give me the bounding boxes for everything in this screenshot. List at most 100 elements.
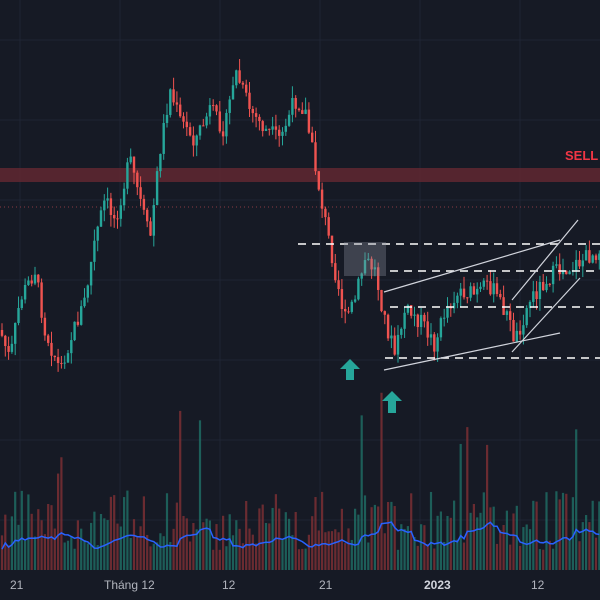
candle-body (291, 98, 294, 115)
candle-body (419, 314, 423, 328)
volume-bar (357, 514, 360, 570)
volume-bar (202, 522, 205, 570)
candle-body (452, 302, 456, 309)
candle-body (575, 259, 578, 271)
volume-bar (86, 543, 89, 570)
volume-bar (548, 540, 551, 570)
candle-body (251, 108, 254, 114)
volume-bar (113, 495, 116, 570)
volume-bar (495, 543, 499, 570)
chart-grid (0, 0, 600, 570)
volume-bar (83, 540, 86, 570)
volume-bar (565, 493, 568, 570)
volume-bar (66, 540, 70, 570)
volume-bar (370, 507, 373, 570)
volume-bar (476, 517, 479, 570)
candle-body (380, 289, 383, 312)
candle-body (47, 335, 50, 343)
buy-arrow-1[interactable] (340, 359, 360, 380)
volume-bar (456, 539, 459, 570)
volume-bar (453, 500, 456, 570)
candle-body (528, 301, 532, 309)
candle-body (119, 205, 122, 219)
candle-body (202, 125, 205, 127)
candle-body (330, 235, 334, 264)
candle-body (439, 318, 443, 338)
candle-body (56, 357, 60, 364)
candle-body (499, 293, 502, 298)
volume-bar (212, 549, 215, 570)
volume-bar (486, 444, 489, 570)
volume-bar (24, 540, 27, 570)
volume-bar (334, 529, 337, 570)
volume-bar (525, 524, 528, 570)
channel-upper-line (383, 239, 561, 293)
volume-bar (258, 508, 261, 570)
highlight-box (344, 242, 386, 276)
candle-body (281, 131, 284, 136)
volume-bar (512, 513, 515, 570)
candle-body (155, 171, 159, 206)
candle-body (225, 112, 228, 137)
candle-body (159, 153, 162, 172)
candle-body (175, 102, 179, 105)
volume-bar (7, 545, 10, 570)
volume-bar (347, 528, 350, 570)
x-tick-label-0: 21 (10, 578, 24, 592)
volume-bar (228, 514, 231, 570)
candle-body (99, 210, 103, 227)
candle-body (7, 346, 10, 352)
candle-body (350, 301, 353, 312)
candle-body (367, 258, 370, 261)
volume-bar (274, 494, 277, 570)
volume-bar (301, 548, 304, 570)
candle-body (512, 319, 515, 342)
volume-bar (367, 542, 370, 570)
volume-bar (291, 535, 294, 570)
candle-body (139, 187, 142, 199)
volume-bar (330, 531, 334, 570)
candle-body (591, 255, 594, 263)
candle-body (548, 283, 551, 285)
volume-bar (314, 497, 317, 570)
candle-body (535, 291, 538, 300)
volume-bar (264, 522, 268, 570)
candle-body (429, 334, 433, 338)
volume-bar (172, 528, 175, 570)
candle-body (456, 295, 459, 303)
volume-bar (37, 509, 40, 570)
volume-bar (492, 506, 495, 570)
candle-body (317, 171, 320, 190)
candle-body (195, 135, 198, 146)
candle-body (96, 226, 99, 241)
candle-body (406, 305, 410, 313)
volume-bar (70, 536, 73, 570)
volume-bar (218, 549, 221, 570)
candle-body (66, 353, 70, 363)
candle-body (215, 105, 218, 112)
volume-bar (231, 535, 235, 570)
volume-bar (598, 501, 600, 570)
candle-body (396, 334, 400, 355)
buy-arrow-2[interactable] (382, 391, 402, 413)
volume-bar (459, 443, 462, 570)
candle-body (106, 198, 109, 201)
volume-bar (152, 543, 155, 570)
volume-bar (350, 539, 353, 570)
candle-body (377, 267, 380, 290)
volume-bar (182, 515, 185, 570)
volume-bar (245, 500, 248, 570)
volume-bar (446, 516, 449, 570)
candle-body (146, 209, 149, 222)
candle-body (235, 70, 238, 86)
candle-body (492, 283, 495, 295)
x-tick-label-2: 12 (222, 578, 236, 592)
volume-bar (208, 520, 211, 570)
volume-bar (363, 495, 367, 570)
volume-bar (123, 497, 126, 570)
candle-body (30, 280, 33, 284)
candle-body (594, 255, 598, 260)
candle-body (4, 335, 7, 347)
candle-body (561, 270, 565, 275)
